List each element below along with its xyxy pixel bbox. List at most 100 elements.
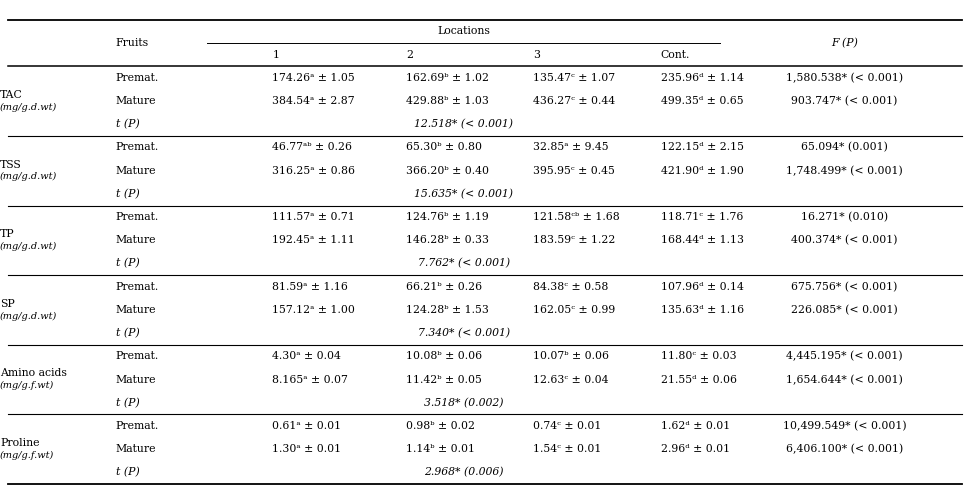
Text: 168.44ᵈ ± 1.13: 168.44ᵈ ± 1.13 bbox=[661, 235, 744, 246]
Text: 7.762* (< 0.001): 7.762* (< 0.001) bbox=[417, 258, 510, 269]
Text: Cont.: Cont. bbox=[661, 49, 690, 60]
Text: 7.340* (< 0.001): 7.340* (< 0.001) bbox=[417, 328, 510, 338]
Text: Mature: Mature bbox=[116, 444, 156, 454]
Text: Mature: Mature bbox=[116, 96, 156, 106]
Text: 3.518* (0.002): 3.518* (0.002) bbox=[424, 398, 503, 408]
Text: 1.62ᵈ ± 0.01: 1.62ᵈ ± 0.01 bbox=[661, 421, 730, 431]
Text: 81.59ᵃ ± 1.16: 81.59ᵃ ± 1.16 bbox=[272, 282, 348, 292]
Text: 235.96ᵈ ± 1.14: 235.96ᵈ ± 1.14 bbox=[661, 73, 743, 83]
Text: t (P): t (P) bbox=[116, 258, 140, 269]
Text: SP: SP bbox=[0, 299, 14, 309]
Text: 135.47ᶜ ± 1.07: 135.47ᶜ ± 1.07 bbox=[533, 73, 615, 83]
Text: 66.21ᵇ ± 0.26: 66.21ᵇ ± 0.26 bbox=[406, 282, 482, 292]
Text: 0.74ᶜ ± 0.01: 0.74ᶜ ± 0.01 bbox=[533, 421, 602, 431]
Text: 2: 2 bbox=[406, 49, 413, 60]
Text: 162.05ᶜ ± 0.99: 162.05ᶜ ± 0.99 bbox=[533, 305, 615, 315]
Text: 65.094* (0.001): 65.094* (0.001) bbox=[801, 142, 888, 153]
Text: 174.26ᵃ ± 1.05: 174.26ᵃ ± 1.05 bbox=[272, 73, 355, 83]
Text: Amino acids: Amino acids bbox=[0, 369, 67, 378]
Text: 0.98ᵇ ± 0.02: 0.98ᵇ ± 0.02 bbox=[406, 421, 475, 431]
Text: t (P): t (P) bbox=[116, 119, 140, 129]
Text: 1,748.499* (< 0.001): 1,748.499* (< 0.001) bbox=[786, 165, 903, 176]
Text: 1,654.644* (< 0.001): 1,654.644* (< 0.001) bbox=[786, 374, 903, 385]
Text: Premat.: Premat. bbox=[116, 351, 159, 362]
Text: 107.96ᵈ ± 0.14: 107.96ᵈ ± 0.14 bbox=[661, 282, 743, 292]
Text: 121.58ᶜᵇ ± 1.68: 121.58ᶜᵇ ± 1.68 bbox=[533, 212, 620, 222]
Text: 226.085* (< 0.001): 226.085* (< 0.001) bbox=[791, 305, 897, 315]
Text: Mature: Mature bbox=[116, 374, 156, 385]
Text: Premat.: Premat. bbox=[116, 73, 159, 83]
Text: Premat.: Premat. bbox=[116, 212, 159, 222]
Text: Proline: Proline bbox=[0, 438, 40, 448]
Text: 0.61ᵃ ± 0.01: 0.61ᵃ ± 0.01 bbox=[272, 421, 341, 431]
Text: (mg/g.f.wt): (mg/g.f.wt) bbox=[0, 381, 54, 390]
Text: 8.165ᵃ ± 0.07: 8.165ᵃ ± 0.07 bbox=[272, 374, 348, 385]
Text: 395.95ᶜ ± 0.45: 395.95ᶜ ± 0.45 bbox=[533, 165, 615, 176]
Text: 675.756* (< 0.001): 675.756* (< 0.001) bbox=[791, 282, 897, 292]
Text: 135.63ᵈ ± 1.16: 135.63ᵈ ± 1.16 bbox=[661, 305, 744, 315]
Text: F (P): F (P) bbox=[831, 38, 858, 48]
Text: 1.30ᵃ ± 0.01: 1.30ᵃ ± 0.01 bbox=[272, 444, 341, 454]
Text: 903.747* (< 0.001): 903.747* (< 0.001) bbox=[791, 96, 897, 106]
Text: 15.635* (< 0.001): 15.635* (< 0.001) bbox=[415, 189, 513, 199]
Text: 111.57ᵃ ± 0.71: 111.57ᵃ ± 0.71 bbox=[272, 212, 355, 222]
Text: 16.271* (0.010): 16.271* (0.010) bbox=[801, 212, 888, 222]
Text: 124.28ᵇ ± 1.53: 124.28ᵇ ± 1.53 bbox=[406, 305, 489, 315]
Text: Mature: Mature bbox=[116, 165, 156, 176]
Text: 436.27ᶜ ± 0.44: 436.27ᶜ ± 0.44 bbox=[533, 96, 615, 106]
Text: 4.30ᵃ ± 0.04: 4.30ᵃ ± 0.04 bbox=[272, 351, 341, 362]
Text: 118.71ᶜ ± 1.76: 118.71ᶜ ± 1.76 bbox=[661, 212, 743, 222]
Text: Premat.: Premat. bbox=[116, 282, 159, 292]
Text: 6,406.100* (< 0.001): 6,406.100* (< 0.001) bbox=[786, 444, 903, 454]
Text: 1.14ᵇ ± 0.01: 1.14ᵇ ± 0.01 bbox=[406, 444, 475, 454]
Text: 4,445.195* (< 0.001): 4,445.195* (< 0.001) bbox=[787, 351, 902, 362]
Text: (mg/g.d.wt): (mg/g.d.wt) bbox=[0, 242, 57, 251]
Text: 65.30ᵇ ± 0.80: 65.30ᵇ ± 0.80 bbox=[406, 142, 482, 153]
Text: t (P): t (P) bbox=[116, 189, 140, 199]
Text: 146.28ᵇ ± 0.33: 146.28ᵇ ± 0.33 bbox=[406, 235, 489, 246]
Text: 162.69ᵇ ± 1.02: 162.69ᵇ ± 1.02 bbox=[406, 73, 489, 83]
Text: Fruits: Fruits bbox=[116, 38, 148, 48]
Text: 384.54ᵃ ± 2.87: 384.54ᵃ ± 2.87 bbox=[272, 96, 355, 106]
Text: 10.08ᵇ ± 0.06: 10.08ᵇ ± 0.06 bbox=[406, 351, 482, 362]
Text: TSS: TSS bbox=[0, 160, 22, 169]
Text: 124.76ᵇ ± 1.19: 124.76ᵇ ± 1.19 bbox=[406, 212, 489, 222]
Text: 421.90ᵈ ± 1.90: 421.90ᵈ ± 1.90 bbox=[661, 165, 743, 176]
Text: 3: 3 bbox=[533, 49, 540, 60]
Text: 10.07ᵇ ± 0.06: 10.07ᵇ ± 0.06 bbox=[533, 351, 609, 362]
Text: TP: TP bbox=[0, 229, 14, 239]
Text: 192.45ᵃ ± 1.11: 192.45ᵃ ± 1.11 bbox=[272, 235, 355, 246]
Text: 366.20ᵇ ± 0.40: 366.20ᵇ ± 0.40 bbox=[406, 165, 489, 176]
Text: 1: 1 bbox=[272, 49, 280, 60]
Text: 316.25ᵃ ± 0.86: 316.25ᵃ ± 0.86 bbox=[272, 165, 356, 176]
Text: 499.35ᵈ ± 0.65: 499.35ᵈ ± 0.65 bbox=[661, 96, 743, 106]
Text: TAC: TAC bbox=[0, 90, 23, 100]
Text: Mature: Mature bbox=[116, 305, 156, 315]
Text: 12.63ᶜ ± 0.04: 12.63ᶜ ± 0.04 bbox=[533, 374, 608, 385]
Text: (mg/g.f.wt): (mg/g.f.wt) bbox=[0, 451, 54, 460]
Text: (mg/g.d.wt): (mg/g.d.wt) bbox=[0, 312, 57, 321]
Text: 21.55ᵈ ± 0.06: 21.55ᵈ ± 0.06 bbox=[661, 374, 736, 385]
Text: 1.54ᶜ ± 0.01: 1.54ᶜ ± 0.01 bbox=[533, 444, 602, 454]
Text: t (P): t (P) bbox=[116, 467, 140, 478]
Text: 1,580.538* (< 0.001): 1,580.538* (< 0.001) bbox=[786, 73, 903, 83]
Text: 2.96ᵈ ± 0.01: 2.96ᵈ ± 0.01 bbox=[661, 444, 730, 454]
Text: 46.77ᵃᵇ ± 0.26: 46.77ᵃᵇ ± 0.26 bbox=[272, 142, 352, 153]
Text: Premat.: Premat. bbox=[116, 142, 159, 153]
Text: 183.59ᶜ ± 1.22: 183.59ᶜ ± 1.22 bbox=[533, 235, 615, 246]
Text: 400.374* (< 0.001): 400.374* (< 0.001) bbox=[791, 235, 897, 246]
Text: (mg/g.d.wt): (mg/g.d.wt) bbox=[0, 103, 57, 112]
Text: 11.42ᵇ ± 0.05: 11.42ᵇ ± 0.05 bbox=[406, 374, 482, 385]
Text: 12.518* (< 0.001): 12.518* (< 0.001) bbox=[415, 119, 513, 129]
Text: 32.85ᵃ ± 9.45: 32.85ᵃ ± 9.45 bbox=[533, 142, 608, 153]
Text: 157.12ᵃ ± 1.00: 157.12ᵃ ± 1.00 bbox=[272, 305, 355, 315]
Text: t (P): t (P) bbox=[116, 328, 140, 338]
Text: Mature: Mature bbox=[116, 235, 156, 246]
Text: 11.80ᶜ ± 0.03: 11.80ᶜ ± 0.03 bbox=[661, 351, 736, 362]
Text: 122.15ᵈ ± 2.15: 122.15ᵈ ± 2.15 bbox=[661, 142, 744, 153]
Text: t (P): t (P) bbox=[116, 398, 140, 408]
Text: 84.38ᶜ ± 0.58: 84.38ᶜ ± 0.58 bbox=[533, 282, 608, 292]
Text: 429.88ᵇ ± 1.03: 429.88ᵇ ± 1.03 bbox=[406, 96, 489, 106]
Text: Locations: Locations bbox=[438, 26, 490, 37]
Text: 2.968* (0.006): 2.968* (0.006) bbox=[424, 467, 503, 478]
